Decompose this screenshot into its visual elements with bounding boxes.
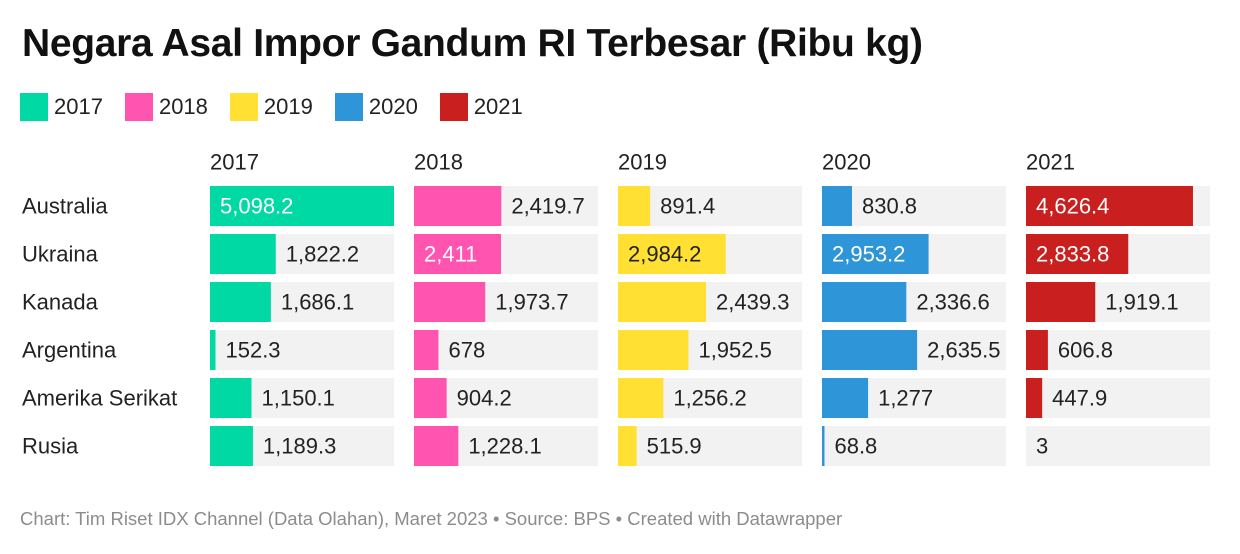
row-label: Kanada [22,290,99,315]
value-label: 152.3 [225,338,280,363]
bar [210,378,252,418]
value-label: 1,256.2 [673,386,746,411]
bar [414,426,459,466]
bar-background [414,330,598,370]
legend: 2017 2018 2019 2020 2021 [20,92,545,122]
bar-background [1026,378,1210,418]
value-label: 5,098.2 [220,194,293,219]
bar-background [1026,330,1210,370]
value-label: 606.8 [1058,338,1113,363]
value-label: 2,439.3 [716,290,789,315]
column-header: 2017 [210,150,259,175]
row-label: Amerika Serikat [22,386,177,411]
value-label: 1,919.1 [1105,290,1178,315]
legend-swatch [229,93,258,121]
bar [822,330,918,370]
bar [210,234,276,274]
bar [210,426,253,466]
bar [210,282,271,322]
row-label: Ukraina [22,242,99,267]
row-label: Rusia [22,434,79,459]
legend-item-2020: 2020 [334,93,418,121]
bar [822,426,825,466]
bar [822,234,929,274]
chart-footer: Chart: Tim Riset IDX Channel (Data Olaha… [20,508,843,529]
value-label: 891.4 [660,194,715,219]
value-label: 1,189.3 [263,434,336,459]
bar [414,186,502,226]
value-label: 830.8 [862,194,917,219]
column-header: 2019 [618,150,667,175]
legend-item-2021: 2021 [439,93,523,121]
bar-background [1026,426,1210,466]
legend-swatch [439,93,468,121]
value-label: 3 [1036,434,1048,459]
bar [1026,282,1096,322]
bar [618,330,689,370]
bar [1026,330,1048,370]
legend-swatch [334,93,363,121]
bar [210,186,394,226]
column-header: 2020 [822,150,871,175]
value-label: 1,952.5 [698,338,771,363]
value-label: 1,277 [878,386,933,411]
bar-background [618,426,802,466]
value-label: 1,228.1 [468,434,541,459]
bar [414,282,486,322]
bar-background [210,330,394,370]
value-label: 2,953.2 [832,242,905,267]
legend-label: 2018 [158,94,208,119]
bar [618,234,726,274]
bar [1026,378,1043,418]
value-label: 1,973.7 [495,290,568,315]
value-label: 515.9 [647,434,702,459]
legend-label: 2021 [473,94,523,119]
bar-chart: Australia Ukraina Kanada Argentina Amerika S… [22,150,1210,466]
column-header: 2018 [414,150,463,175]
bar [1026,234,1129,274]
value-label: 447.9 [1052,386,1107,411]
legend-item-2019: 2019 [229,93,313,121]
value-label: 4,626.4 [1036,194,1109,219]
bar [414,378,447,418]
bar [618,186,651,226]
bar [210,330,216,370]
legend-swatch [124,93,153,121]
bar-background [822,426,1006,466]
bar [822,186,852,226]
legend-item-2017: 2017 [20,93,103,121]
legend-item-2018: 2018 [124,93,208,121]
value-label: 2,833.8 [1036,242,1109,267]
value-label: 1,686.1 [281,290,354,315]
value-label: 2,336.6 [916,290,989,315]
bar [414,234,502,274]
bar [618,426,637,466]
legend-label: 2017 [54,94,103,119]
value-label: 1,822.2 [286,242,359,267]
value-label: 678 [448,338,485,363]
chart-title: Negara Asal Impor Gandum RI Terbesar (Ri… [22,22,923,65]
value-label: 2,411 [424,242,477,267]
bar [822,282,907,322]
value-label: 1,150.1 [262,386,335,411]
value-label: 904.2 [457,386,512,411]
legend-swatch [20,93,48,121]
bar [822,378,869,418]
bar [618,378,664,418]
row-label: Argentina [22,338,117,363]
bar [414,330,439,370]
legend-label: 2019 [263,94,313,119]
value-label: 2,635.5 [927,338,1000,363]
value-label: 68.8 [834,434,877,459]
value-label: 2,984.2 [628,242,701,267]
value-label: 2,419.7 [511,194,584,219]
legend-label: 2020 [368,94,418,119]
bar-background [822,186,1006,226]
bar [1026,186,1193,226]
bar [618,282,707,322]
column-header: 2021 [1026,150,1075,175]
row-label: Australia [22,194,108,219]
